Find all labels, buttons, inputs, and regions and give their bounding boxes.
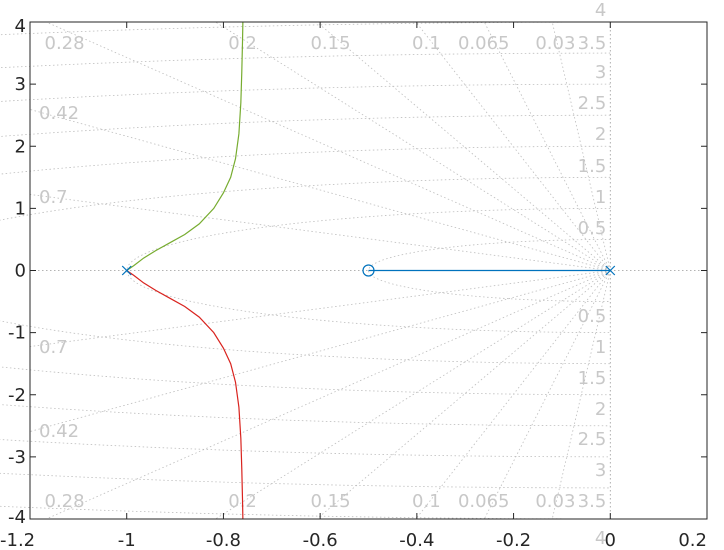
pole-marker <box>605 265 616 276</box>
tick-layer: -1.2 -1 -0.8 -0.6 -0.4 -0.2 0 0.2 -4 -3 -2 -1 0 1 2 3 4 <box>0 16 708 550</box>
damping-ray <box>551 21 611 271</box>
x-tick-label: -0.6 <box>303 530 338 550</box>
damping-ray <box>215 21 611 271</box>
damping-label: 0.03 <box>535 33 575 54</box>
damping-ray <box>29 270 611 347</box>
x-tick-label: -0.8 <box>206 530 241 550</box>
frequency-label: 3.5 <box>578 33 607 54</box>
damping-ray <box>483 21 611 271</box>
damping-label: 0.065 <box>458 33 510 54</box>
damping-ray <box>29 194 611 271</box>
frequency-label: 2 <box>595 124 606 145</box>
damping-ray <box>29 270 611 432</box>
x-tick-label: -0.4 <box>399 530 434 550</box>
damping-ray <box>316 270 611 520</box>
damping-label: 0.28 <box>45 491 85 512</box>
y-tick-label: 4 <box>15 16 26 37</box>
damping-label: 0.03 <box>535 491 575 512</box>
damping-ray <box>215 270 611 520</box>
damping-label: 0.065 <box>458 491 510 512</box>
frequency-label: 0.5 <box>578 306 607 327</box>
damping-label: 0.7 <box>39 187 68 208</box>
damping-ray <box>483 270 611 520</box>
pole-marker <box>121 265 132 276</box>
y-tick-label: -4 <box>8 507 26 528</box>
frequency-label: 4 <box>595 528 606 549</box>
damping-ray <box>45 21 611 271</box>
locus-branch-2 <box>126 270 244 520</box>
damping-label: 0.42 <box>39 421 79 442</box>
zero-marker <box>362 264 375 277</box>
damping-label: 0.15 <box>310 33 350 54</box>
series-layer <box>126 21 611 520</box>
frequency-label: 2 <box>595 399 606 420</box>
frequency-label: 3 <box>595 62 606 83</box>
frequency-label: 2.5 <box>578 429 607 450</box>
y-tick-label: -3 <box>8 447 26 468</box>
damping-label: 0.7 <box>39 337 68 358</box>
grid-label-layer: 0.280.280.20.20.150.150.10.10.0650.0650.… <box>39 0 606 549</box>
marker-layer <box>121 264 616 277</box>
y-tick-label: 3 <box>15 74 26 95</box>
locus-branch-1 <box>126 21 244 271</box>
y-tick-label: -2 <box>8 385 26 406</box>
damping-ray <box>551 270 611 520</box>
damping-ray <box>415 21 611 271</box>
frequency-label: 3 <box>595 460 606 481</box>
frequency-label: 1.5 <box>578 368 607 389</box>
frequency-arc <box>0 145 611 396</box>
damping-label: 0.1 <box>412 33 441 54</box>
x-tick-label: -1.2 <box>0 530 35 550</box>
y-tick-label: 2 <box>15 136 26 157</box>
damping-label: 0.42 <box>39 103 79 124</box>
y-tick-label: -1 <box>8 323 26 344</box>
y-tick-label: 0 <box>15 261 26 282</box>
frequency-arc <box>126 207 611 334</box>
damping-label: 0.28 <box>45 33 85 54</box>
frequency-arc <box>368 239 611 302</box>
frequency-label: 3.5 <box>578 491 607 512</box>
x-tick-label: -0.2 <box>496 530 531 550</box>
frequency-label: 4 <box>595 0 606 21</box>
frequency-label: 1 <box>595 337 606 358</box>
damping-ray <box>45 270 611 520</box>
frequency-label: 2.5 <box>578 93 607 114</box>
damping-ray <box>415 270 611 520</box>
damping-label: 0.15 <box>310 491 350 512</box>
damping-ray <box>29 109 611 271</box>
x-tick-label: -1 <box>118 530 136 550</box>
frequency-arc <box>0 114 611 427</box>
y-tick-label: 1 <box>15 198 26 219</box>
x-tick-label: 0 <box>605 530 616 550</box>
frequency-label: 1 <box>595 187 606 208</box>
damping-ray <box>316 21 611 271</box>
grid-layer <box>0 21 707 520</box>
frequency-label: 1.5 <box>578 156 607 177</box>
frequency-label: 0.5 <box>578 218 607 239</box>
x-tick-label: 0.2 <box>678 530 707 550</box>
damping-label: 0.1 <box>412 491 441 512</box>
